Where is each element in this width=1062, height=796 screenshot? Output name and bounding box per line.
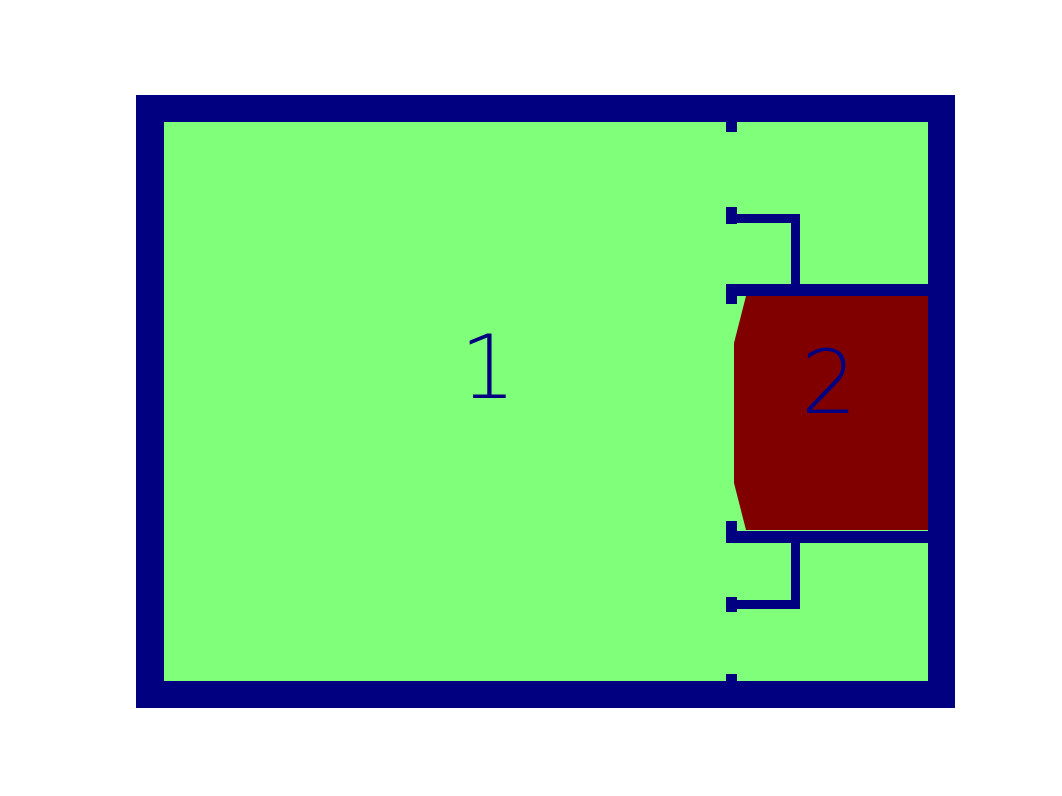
bracket-lower-rise xyxy=(791,531,800,609)
room-2-top-wall xyxy=(726,284,928,296)
bracket-upper-horizontal xyxy=(726,214,800,223)
partition-stub-bottom xyxy=(726,674,737,684)
bracket-upper-drop xyxy=(791,214,800,290)
room-1-label: 1 xyxy=(460,316,516,419)
room-2-bottom-wall xyxy=(726,531,928,543)
bracket-lower-horizontal xyxy=(726,600,800,609)
room-2-label: 2 xyxy=(801,331,857,434)
partition-stub-top xyxy=(726,122,737,132)
bracket-lower-vertical xyxy=(726,597,737,612)
room-2-area xyxy=(734,296,928,530)
